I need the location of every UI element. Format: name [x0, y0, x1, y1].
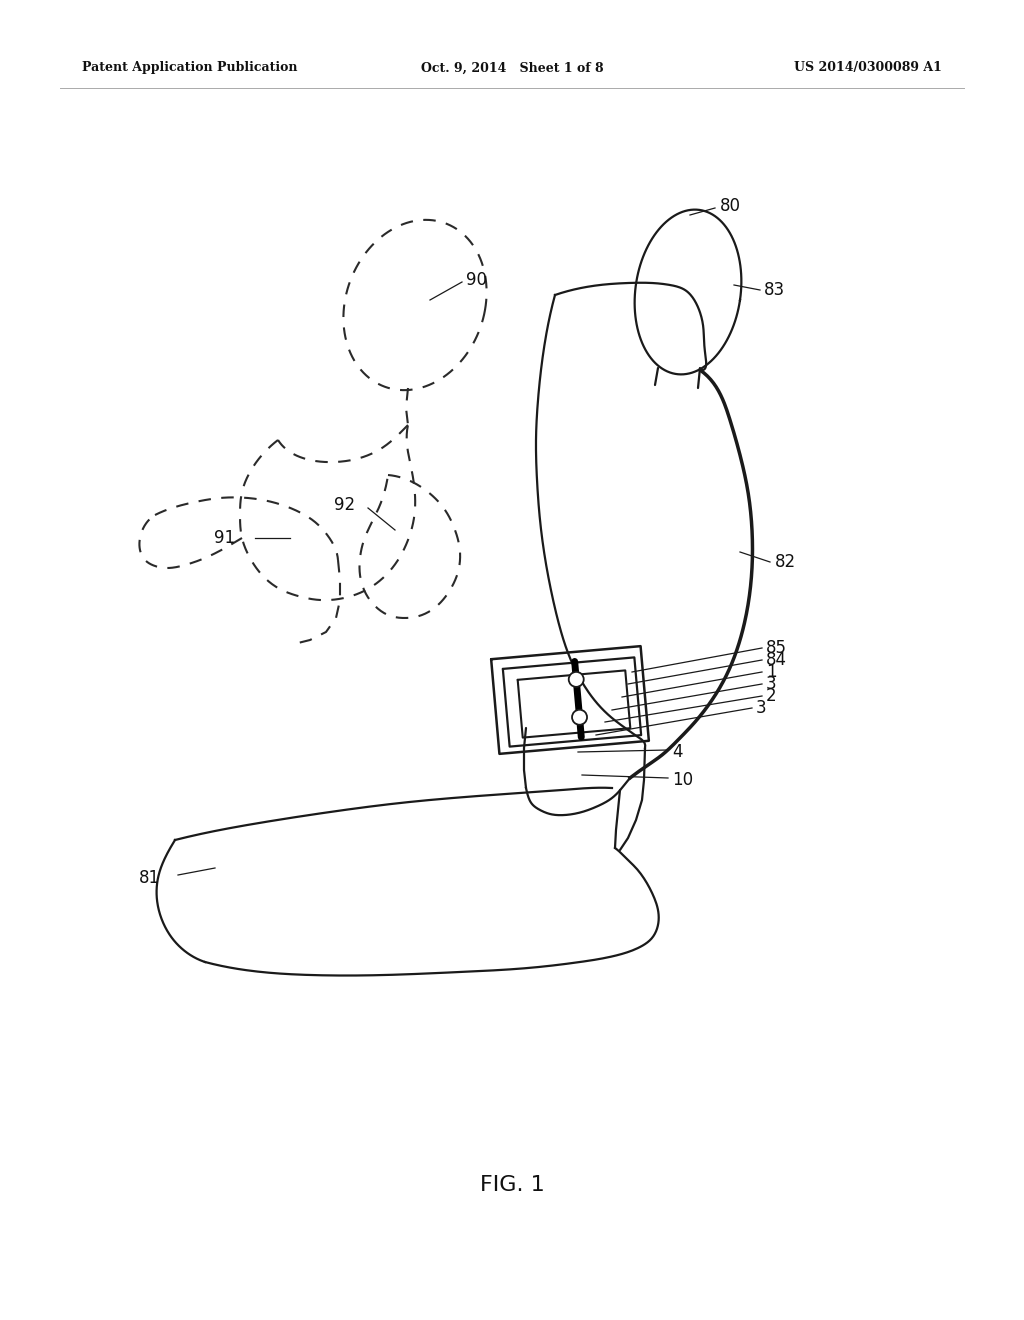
- Text: 3: 3: [766, 675, 776, 693]
- Text: 1: 1: [766, 663, 776, 681]
- Text: 85: 85: [766, 639, 787, 657]
- Text: 3: 3: [756, 700, 767, 717]
- Text: 91: 91: [214, 529, 234, 546]
- Text: 80: 80: [720, 197, 741, 215]
- Text: US 2014/0300089 A1: US 2014/0300089 A1: [795, 62, 942, 74]
- Text: 83: 83: [764, 281, 785, 300]
- Text: 92: 92: [334, 496, 355, 513]
- Text: 2: 2: [766, 686, 776, 705]
- Circle shape: [572, 710, 587, 725]
- Text: 4: 4: [672, 743, 683, 762]
- Circle shape: [568, 672, 584, 686]
- Text: 81: 81: [139, 869, 160, 887]
- Text: Oct. 9, 2014   Sheet 1 of 8: Oct. 9, 2014 Sheet 1 of 8: [421, 62, 603, 74]
- Text: FIG. 1: FIG. 1: [479, 1175, 545, 1195]
- Text: 82: 82: [775, 553, 796, 572]
- Text: 84: 84: [766, 651, 787, 669]
- Text: Patent Application Publication: Patent Application Publication: [82, 62, 298, 74]
- Text: 10: 10: [672, 771, 693, 789]
- Text: 90: 90: [466, 271, 487, 289]
